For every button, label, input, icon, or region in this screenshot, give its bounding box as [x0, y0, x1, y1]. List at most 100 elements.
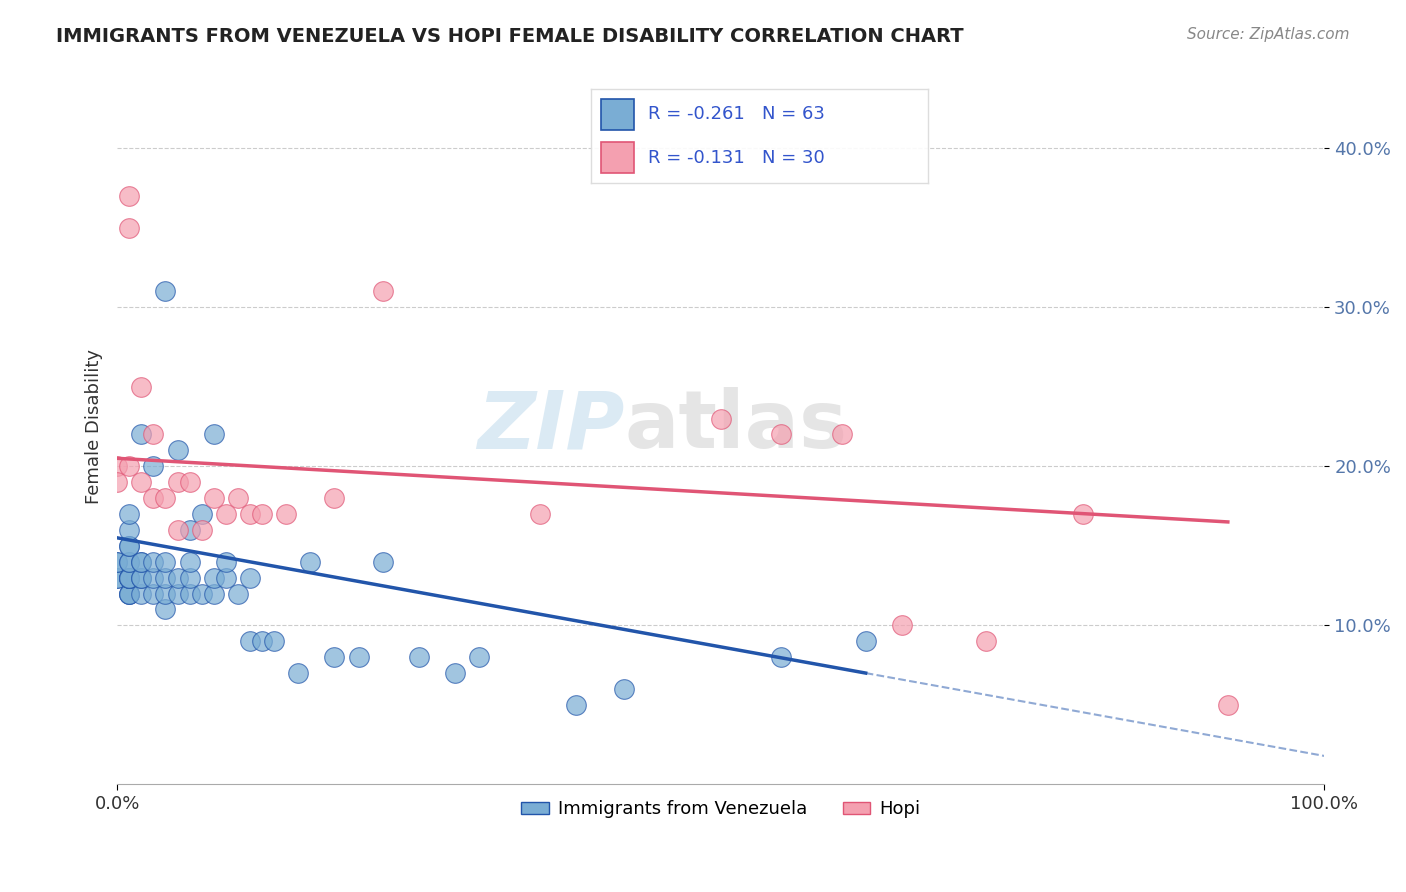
Point: [444, 666, 467, 681]
Point: [118, 188, 141, 202]
Point: [770, 650, 793, 665]
Point: [179, 475, 201, 490]
Point: [142, 571, 165, 585]
Point: [118, 586, 141, 600]
Point: [250, 634, 273, 648]
Point: [770, 427, 793, 442]
Point: [239, 634, 262, 648]
Point: [142, 586, 165, 600]
Point: [118, 539, 141, 553]
Point: [155, 491, 177, 505]
Point: [710, 411, 733, 425]
Point: [323, 491, 346, 505]
Point: [105, 555, 128, 569]
Point: [118, 586, 141, 600]
Point: [831, 427, 853, 442]
Point: [179, 523, 201, 537]
Point: [166, 475, 188, 490]
Point: [118, 571, 141, 585]
Point: [118, 459, 141, 474]
Point: [131, 555, 153, 569]
Point: [118, 523, 141, 537]
Point: [565, 698, 588, 712]
Text: IMMIGRANTS FROM VENEZUELA VS HOPI FEMALE DISABILITY CORRELATION CHART: IMMIGRANTS FROM VENEZUELA VS HOPI FEMALE…: [56, 27, 965, 45]
Point: [155, 571, 177, 585]
Point: [202, 491, 225, 505]
Point: [131, 427, 153, 442]
Point: [155, 602, 177, 616]
Point: [131, 586, 153, 600]
Point: [1071, 507, 1094, 521]
Point: [155, 586, 177, 600]
Point: [263, 634, 285, 648]
Point: [166, 443, 188, 458]
Point: [468, 650, 491, 665]
Text: ZIP: ZIP: [477, 387, 624, 466]
Point: [190, 507, 212, 521]
Point: [105, 571, 128, 585]
FancyBboxPatch shape: [600, 142, 634, 173]
Point: [118, 507, 141, 521]
Point: [226, 586, 249, 600]
Point: [890, 618, 912, 632]
Point: [202, 427, 225, 442]
Point: [105, 555, 128, 569]
Point: [190, 586, 212, 600]
Point: [179, 555, 201, 569]
Point: [166, 586, 188, 600]
Point: [408, 650, 430, 665]
Point: [323, 650, 346, 665]
Point: [131, 571, 153, 585]
Point: [613, 681, 636, 696]
Point: [166, 523, 188, 537]
Point: [118, 571, 141, 585]
Point: [276, 507, 298, 521]
Point: [202, 586, 225, 600]
Point: [155, 555, 177, 569]
Point: [529, 507, 551, 521]
Point: [105, 571, 128, 585]
Point: [287, 666, 309, 681]
Point: [347, 650, 370, 665]
Point: [190, 523, 212, 537]
Point: [118, 220, 141, 235]
Point: [179, 586, 201, 600]
Point: [142, 459, 165, 474]
Point: [131, 475, 153, 490]
Point: [215, 571, 238, 585]
Point: [131, 380, 153, 394]
Point: [976, 634, 998, 648]
Point: [215, 555, 238, 569]
FancyBboxPatch shape: [600, 98, 634, 130]
Point: [131, 555, 153, 569]
Text: R = -0.131   N = 30: R = -0.131 N = 30: [648, 149, 825, 167]
Text: R = -0.261   N = 63: R = -0.261 N = 63: [648, 105, 825, 123]
Point: [118, 571, 141, 585]
Point: [131, 571, 153, 585]
Point: [166, 571, 188, 585]
Point: [118, 539, 141, 553]
Point: [118, 571, 141, 585]
Point: [105, 475, 128, 490]
Point: [105, 459, 128, 474]
Point: [179, 571, 201, 585]
Point: [142, 427, 165, 442]
Point: [250, 507, 273, 521]
Point: [226, 491, 249, 505]
Point: [118, 555, 141, 569]
Point: [1216, 698, 1239, 712]
Point: [371, 285, 394, 299]
Legend: Immigrants from Venezuela, Hopi: Immigrants from Venezuela, Hopi: [515, 793, 928, 825]
Point: [855, 634, 877, 648]
Point: [118, 555, 141, 569]
Point: [215, 507, 238, 521]
Point: [118, 586, 141, 600]
Point: [142, 491, 165, 505]
Point: [155, 285, 177, 299]
Point: [299, 555, 322, 569]
Point: [239, 571, 262, 585]
Text: atlas: atlas: [624, 387, 848, 466]
Point: [142, 555, 165, 569]
Point: [202, 571, 225, 585]
Y-axis label: Female Disability: Female Disability: [86, 349, 103, 504]
